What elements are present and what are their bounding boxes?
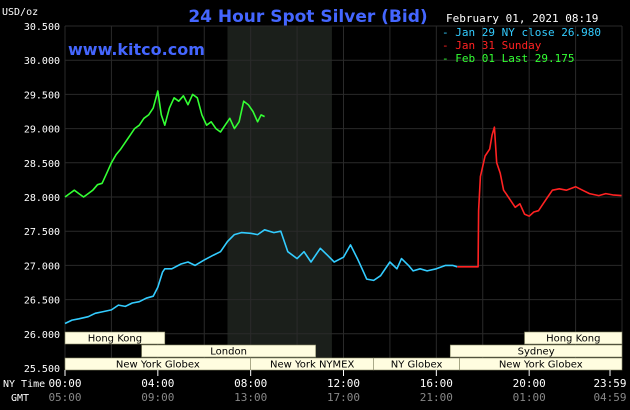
session-label: London (210, 347, 247, 358)
x-tick-label-gmt: 13:00 (234, 391, 267, 404)
x-tick-label-gmt: 05:00 (48, 391, 81, 404)
session-label: New York Globex (116, 360, 200, 371)
session-label: Hong Kong (88, 334, 142, 345)
source-watermark: www.kitco.com (68, 40, 205, 59)
x-tick-label-gmt: 09:00 (141, 391, 174, 404)
x-tick-label-ny: 00:00 (48, 377, 81, 390)
y-tick-label: 30.000 (24, 56, 60, 67)
axis-layer: 25.500 26.000 26.500 27.000 27.500 28.000 28.5… (24, 22, 627, 404)
x-tick-label-ny: 08:00 (234, 377, 267, 390)
y-tick-label: 30.500 (24, 22, 60, 33)
session-label: New York NYMEX (270, 360, 355, 371)
y-tick-label: 29.500 (24, 90, 60, 101)
session-label: New York Globex (499, 360, 583, 371)
x-tick-label-ny: 16:00 (420, 377, 453, 390)
session-label: Sydney (518, 347, 555, 358)
series-line-2 (64, 90, 265, 198)
session-layer: Hong Kong Hong Kong London Sydney New York G… (64, 331, 623, 371)
series-line-0 (64, 229, 458, 325)
session-box (449, 344, 623, 358)
y-tick-label: 28.500 (24, 159, 60, 170)
session-box (141, 344, 316, 358)
x-tick-label-gmt: 21:00 (420, 391, 453, 404)
x-tick-label-gmt: 04:59 (593, 391, 626, 404)
session-box (524, 331, 623, 345)
y-tick-label: 28.000 (24, 193, 60, 204)
x-tick-label-gmt: 01:00 (513, 391, 546, 404)
x-tick-label-ny: 23:59 (593, 377, 626, 390)
series-layer (64, 90, 622, 325)
series-line-1 (457, 126, 622, 268)
x-tick-label-gmt: 17:00 (327, 391, 360, 404)
legend-item-sunday: - Jan 31 Sunday (442, 39, 542, 52)
y-tick-label: 26.500 (24, 296, 60, 307)
y-tick-label: 25.500 (24, 364, 60, 375)
y-tick-label: 27.500 (24, 227, 60, 238)
legend-item-last: - Feb 01 Last 29.175 (442, 52, 574, 65)
session-box (459, 357, 623, 371)
gmt-label: GMT (11, 393, 29, 404)
x-tick-label-ny: 20:00 (513, 377, 546, 390)
y-tick-label: 27.000 (24, 261, 60, 272)
legend-item-ny-close: - Jan 29 NY close 26.980 (442, 26, 601, 39)
session-label: Hong Kong (546, 334, 600, 345)
x-tick-label-ny: 04:00 (141, 377, 174, 390)
ny-time-label: NY Time (3, 379, 45, 390)
unit-label: USD/oz (2, 7, 38, 18)
session-label: NY Globex (391, 360, 443, 371)
y-tick-label: 29.000 (24, 125, 60, 136)
x-tick-label-ny: 12:00 (327, 377, 360, 390)
session-box (64, 331, 166, 345)
chart-date: February 01, 2021 08:19 (446, 12, 598, 25)
chart-title: 24 Hour Spot Silver (Bid) (188, 7, 427, 27)
y-tick-label: 26.000 (24, 330, 60, 341)
